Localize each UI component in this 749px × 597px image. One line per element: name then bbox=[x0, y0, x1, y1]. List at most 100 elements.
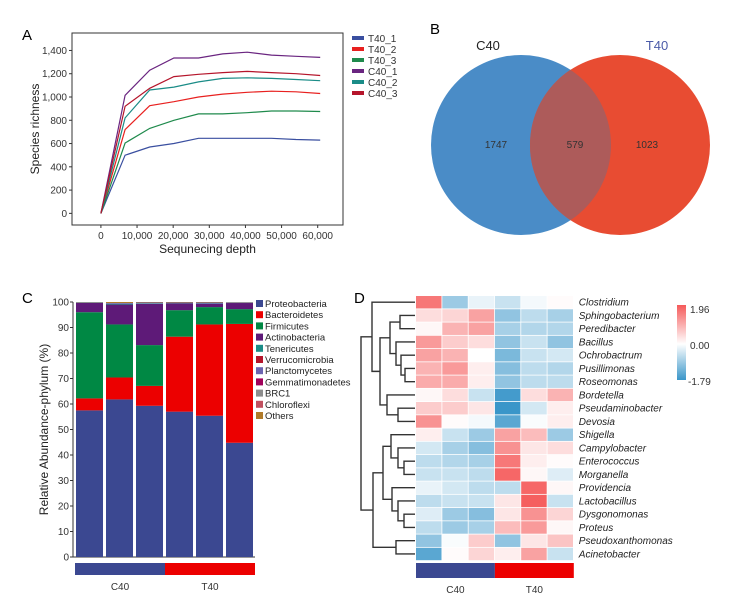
heatmap-cell-morganella-c40-3 bbox=[468, 468, 495, 481]
bar-segment-c40-3-firmicutes bbox=[136, 345, 163, 386]
plot-frame bbox=[71, 32, 344, 226]
heatmap-cell-ochrobactrum-c40-2 bbox=[442, 349, 468, 362]
legend-swatch-c40-2 bbox=[352, 80, 364, 84]
bar-segment-c40-2-actinobacteria bbox=[106, 304, 133, 325]
colorscale-bar bbox=[677, 305, 686, 380]
legend-swatch-t40-2 bbox=[352, 47, 364, 51]
heatmap-cell-campylobacter-t40-3 bbox=[547, 441, 573, 455]
heatmap-cell-bacillus-c40-1 bbox=[416, 335, 442, 349]
heatmap-cell-roseomonas-c40-2 bbox=[442, 375, 468, 388]
heatmap-cell-proteus-t40-3 bbox=[547, 521, 573, 534]
heatmap-cell-ochrobactrum-c40-3 bbox=[468, 349, 495, 362]
y-tick-label: 90 bbox=[58, 323, 70, 334]
heatmap-cell-lactobacillus-c40-3 bbox=[468, 494, 495, 508]
colorscale-max-label: 1.96 bbox=[690, 305, 710, 316]
y-tick-label: 40 bbox=[58, 451, 70, 462]
dendrogram-branch bbox=[403, 513, 415, 529]
heatmap-cell-shigella-t40-3 bbox=[547, 428, 573, 441]
legend-label-firmicutes: Firmicutes bbox=[265, 321, 309, 332]
heatmap-cell-bacillus-t40-2 bbox=[521, 335, 547, 349]
heatmap-cell-campylobacter-t40-2 bbox=[521, 441, 547, 455]
series-line-t40-2 bbox=[100, 90, 321, 214]
heatmap-cell-sphingobacterium-c40-1 bbox=[416, 309, 442, 322]
legend-label-c40-2: C40_2 bbox=[368, 78, 398, 89]
heatmap-cell-bacillus-c40-3 bbox=[468, 335, 495, 349]
bar-segment-c40-3-proteobacteria bbox=[136, 405, 163, 557]
heatmap-cell-roseomonas-t40-1 bbox=[494, 375, 521, 388]
y-tick-label: 1,000 bbox=[42, 93, 67, 104]
panel-label-a: A bbox=[22, 27, 32, 44]
bar-segment-t40-3-bacteroidetes bbox=[226, 323, 253, 443]
heatmap-cell-bordetella-t40-2 bbox=[521, 388, 547, 402]
heatmap-cell-pusillimonas-t40-2 bbox=[521, 362, 547, 375]
panel-b-venn-diagram: C40 T40 1747 579 1023 bbox=[431, 38, 710, 235]
venn-set-label-t40: T40 bbox=[646, 38, 668, 53]
y-tick-label: 70 bbox=[58, 374, 70, 385]
heatmap-cell-lactobacillus-t40-2 bbox=[521, 494, 547, 508]
legend-label-chloroflexi: Chloroflexi bbox=[265, 400, 310, 411]
row-label-shigella: Shigella bbox=[579, 430, 615, 441]
heatmap-cell-ochrobactrum-t40-2 bbox=[521, 349, 547, 362]
heatmap-cell-campylobacter-c40-3 bbox=[468, 441, 495, 455]
heatmap-cell-bordetella-c40-2 bbox=[442, 388, 468, 402]
heatmap-cell-dysgonomonas-c40-2 bbox=[442, 508, 468, 521]
series-line-t40-1 bbox=[100, 137, 321, 214]
legend-label-tenericutes: Tenericutes bbox=[265, 344, 314, 355]
bar-segment-t40-3-planctomycetes bbox=[226, 302, 253, 303]
legend-swatch-firmicutes bbox=[256, 322, 263, 330]
heatmap-cell-bordetella-c40-3 bbox=[468, 388, 495, 402]
dendrogram-branch bbox=[397, 500, 415, 522]
y-tick-label: 0 bbox=[63, 553, 69, 564]
group-label-t40: T40 bbox=[526, 585, 544, 596]
group-bar-c40 bbox=[75, 563, 165, 575]
heatmap-cell-pseudaminobacter-c40-2 bbox=[442, 402, 468, 415]
heatmap-cell-devosia-c40-3 bbox=[468, 415, 495, 428]
series-line-c40-2 bbox=[100, 77, 321, 214]
group-bar-t40 bbox=[494, 563, 574, 578]
row-label-acinetobacter: Acinetobacter bbox=[578, 549, 641, 560]
heatmap-cell-devosia-t40-3 bbox=[547, 415, 573, 428]
row-label-pseudaminobacter: Pseudaminobacter bbox=[579, 404, 663, 415]
heatmap-cell-shigella-c40-1 bbox=[416, 428, 442, 441]
heatmap-cell-pseudoxanthomonas-t40-1 bbox=[494, 534, 521, 547]
legend-swatch-verrucomicrobia bbox=[256, 356, 263, 363]
row-label-campylobacter: Campylobacter bbox=[579, 443, 647, 454]
heatmap-cell-morganella-t40-2 bbox=[521, 468, 547, 481]
legend-swatch-proteobacteria bbox=[256, 300, 263, 307]
heatmap-cell-sphingobacterium-c40-2 bbox=[442, 309, 468, 322]
legend-label-c40-1: C40_1 bbox=[368, 67, 398, 78]
heatmap-cell-acinetobacter-c40-1 bbox=[416, 547, 442, 561]
heatmap-cell-acinetobacter-t40-2 bbox=[521, 547, 547, 561]
heatmap-cell-proteus-c40-1 bbox=[416, 521, 442, 534]
row-label-morganella: Morganella bbox=[579, 470, 629, 481]
heatmap-cell-pseudoxanthomonas-c40-2 bbox=[442, 534, 468, 547]
dendrogram-branch bbox=[371, 301, 415, 373]
heatmap-cell-pseudoxanthomonas-c40-3 bbox=[468, 534, 495, 547]
heatmap-cell-pseudaminobacter-t40-1 bbox=[494, 402, 521, 415]
heatmap-cell-peredibacter-c40-2 bbox=[442, 322, 468, 335]
heatmap-cell-sphingobacterium-c40-3 bbox=[468, 309, 495, 322]
y-axis-label: Species richness bbox=[28, 84, 42, 175]
dendrogram-branch bbox=[391, 487, 415, 512]
y-axis-label: Relative Abundance-phylum (%) bbox=[37, 344, 51, 515]
legend-swatch-c40-3 bbox=[352, 91, 364, 95]
row-label-pseudoxanthomonas: Pseudoxanthomonas bbox=[579, 536, 673, 547]
group-label-t40: T40 bbox=[201, 582, 219, 593]
heatmap-cell-bacillus-t40-1 bbox=[494, 335, 521, 349]
venn-count-c40-only: 1747 bbox=[485, 140, 508, 151]
bar-segment-t40-1-bacteroidetes bbox=[166, 336, 193, 412]
bar-segment-c40-3-planctomycetes bbox=[136, 302, 163, 304]
heatmap-cell-lactobacillus-t40-3 bbox=[547, 494, 573, 508]
legend-label-actinobacteria: Actinobacteria bbox=[265, 333, 326, 344]
row-label-bacillus: Bacillus bbox=[579, 337, 613, 348]
bar-segment-c40-1-actinobacteria bbox=[76, 302, 103, 313]
venn-count-t40-only: 1023 bbox=[636, 140, 659, 151]
y-tick-label: 20 bbox=[58, 502, 70, 513]
row-label-sphingobacterium: Sphingobacterium bbox=[579, 311, 660, 322]
bar-segment-c40-1-proteobacteria bbox=[76, 410, 103, 557]
legend-label-others: Others bbox=[265, 411, 294, 422]
dendrogram-branch bbox=[400, 354, 415, 376]
heatmap-cell-clostridium-c40-1 bbox=[416, 296, 442, 309]
heatmap-cell-clostridium-c40-3 bbox=[468, 296, 495, 309]
bar-segment-t40-2-proteobacteria bbox=[196, 415, 223, 557]
